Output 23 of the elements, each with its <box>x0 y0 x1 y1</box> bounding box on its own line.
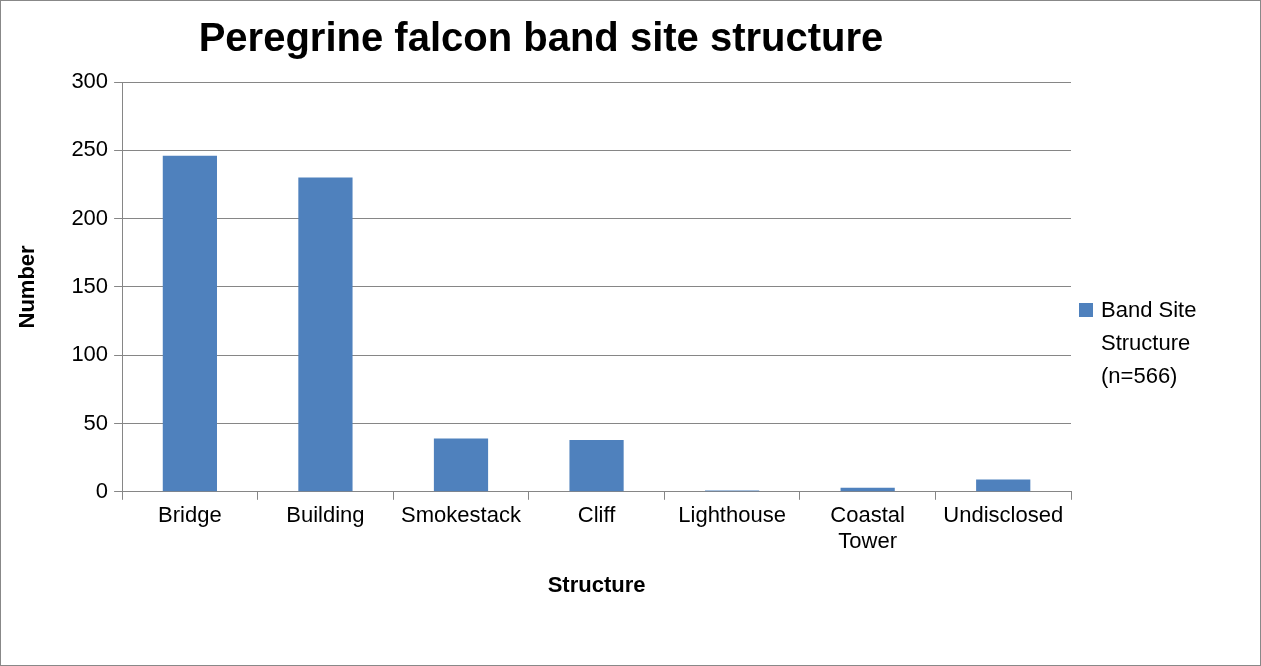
x-axis-title: Structure <box>547 571 646 597</box>
y-tick-label: 150 <box>71 272 109 298</box>
x-tick-label: Coastal Tower <box>830 502 905 554</box>
x-tick-label: Bridge <box>158 502 222 528</box>
bar <box>433 438 489 492</box>
x-tick-label: Smokestack <box>401 502 522 528</box>
bar <box>569 439 624 492</box>
x-tick-label: Building <box>286 502 365 528</box>
x-tick-label: Cliff <box>577 502 617 528</box>
y-tick-label: 0 <box>95 477 109 503</box>
x-tick-label: Undisclosed <box>943 502 1064 528</box>
legend-label: Band Site Structure (n=566) <box>1101 296 1198 390</box>
bar <box>298 177 353 492</box>
bar <box>162 155 217 492</box>
x-tick-label: Lighthouse <box>678 502 786 528</box>
y-tick-label: 100 <box>71 341 109 367</box>
y-tick-label: 300 <box>71 68 109 94</box>
y-tick-label: 50 <box>83 409 109 435</box>
bar <box>976 479 1031 492</box>
y-tick-label: 200 <box>71 204 109 230</box>
chart-title: Peregrine falcon band site structure <box>198 15 884 60</box>
y-tick-label: 250 <box>71 136 109 162</box>
y-axis-title: Number <box>14 244 40 329</box>
